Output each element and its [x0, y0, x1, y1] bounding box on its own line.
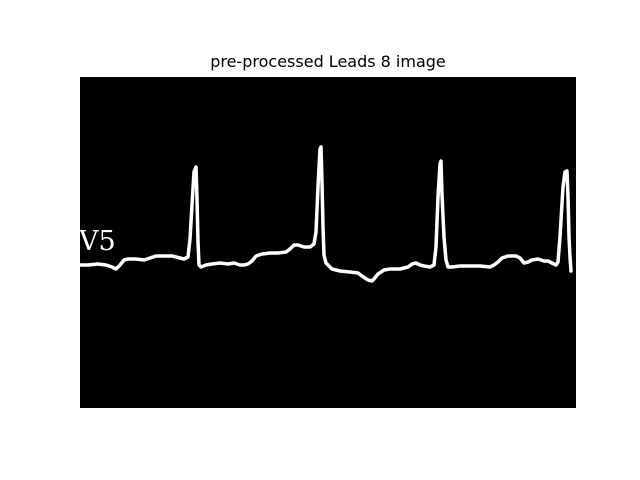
lead-label: V5: [80, 226, 116, 257]
ecg-trace: [80, 145, 573, 283]
ecg-image-svg: V5: [80, 77, 576, 408]
ecg-lead-image: V5: [80, 77, 576, 408]
figure-title: pre-processed Leads 8 image: [210, 52, 446, 71]
image-background: [80, 77, 576, 408]
